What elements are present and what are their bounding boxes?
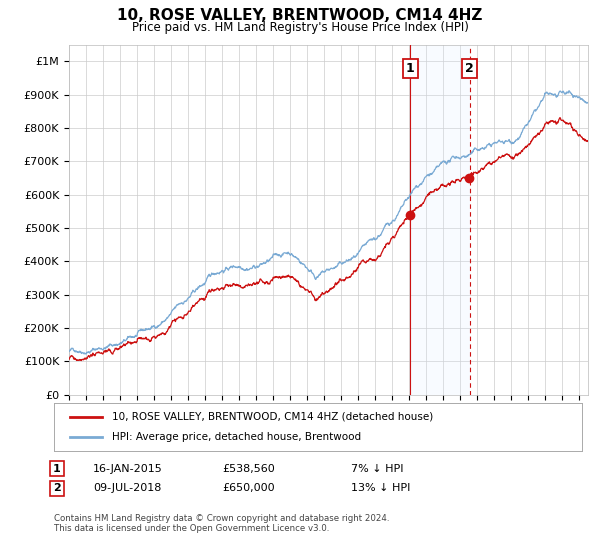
Bar [410, 45, 470, 395]
Text: 10, ROSE VALLEY, BRENTWOOD, CM14 4HZ: 10, ROSE VALLEY, BRENTWOOD, CM14 4HZ [118, 8, 482, 24]
Text: Price paid vs. HM Land Registry's House Price Index (HPI): Price paid vs. HM Land Registry's House … [131, 21, 469, 34]
Text: HPI: Average price, detached house, Brentwood: HPI: Average price, detached house, Bren… [112, 432, 361, 442]
Text: 13% ↓ HPI: 13% ↓ HPI [351, 483, 410, 493]
Text: 7% ↓ HPI: 7% ↓ HPI [351, 464, 404, 474]
Text: 2: 2 [465, 62, 474, 74]
Text: 1: 1 [53, 464, 61, 474]
Text: £650,000: £650,000 [222, 483, 275, 493]
Text: 09-JUL-2018: 09-JUL-2018 [93, 483, 161, 493]
Text: Contains HM Land Registry data © Crown copyright and database right 2024.
This d: Contains HM Land Registry data © Crown c… [54, 514, 389, 534]
Text: 10, ROSE VALLEY, BRENTWOOD, CM14 4HZ (detached house): 10, ROSE VALLEY, BRENTWOOD, CM14 4HZ (de… [112, 412, 433, 422]
Text: 16-JAN-2015: 16-JAN-2015 [93, 464, 163, 474]
Text: 2: 2 [53, 483, 61, 493]
Text: £538,560: £538,560 [222, 464, 275, 474]
Text: 1: 1 [406, 62, 415, 74]
